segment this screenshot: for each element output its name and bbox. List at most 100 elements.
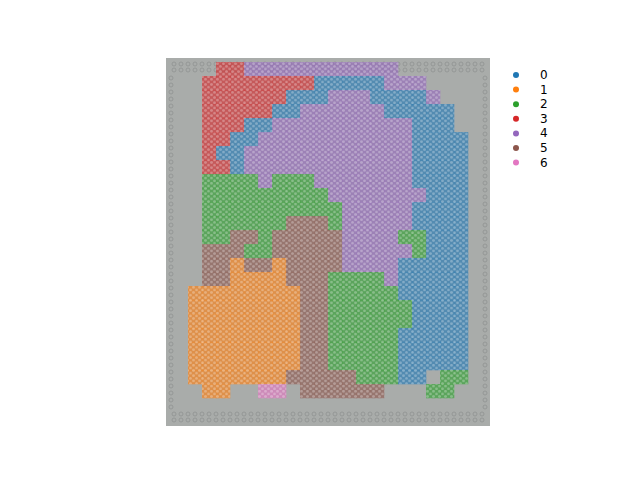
fiducial <box>452 412 456 416</box>
fiducial <box>193 62 197 66</box>
spot-texture <box>384 314 398 328</box>
legend-label: 2 <box>540 97 548 111</box>
cluster-cell <box>328 104 342 118</box>
spot-texture <box>286 272 300 286</box>
cluster-cell <box>202 244 216 258</box>
spot-texture <box>440 132 454 146</box>
spot-texture <box>258 76 272 90</box>
cluster-cell <box>244 370 258 384</box>
spot-texture <box>314 146 328 160</box>
spot-texture <box>412 160 426 174</box>
cluster-cell <box>356 188 370 202</box>
fiducial <box>179 418 183 422</box>
fiducial <box>169 307 173 311</box>
spot-texture <box>412 104 426 118</box>
spot-texture <box>356 202 370 216</box>
legend-label: 3 <box>540 112 548 126</box>
spot-texture <box>272 370 286 384</box>
cluster-cell <box>216 286 230 300</box>
cluster-cell <box>454 188 468 202</box>
fiducial <box>483 272 487 276</box>
cluster-cell <box>244 300 258 314</box>
fiducial <box>169 300 173 304</box>
cluster-cell <box>398 370 412 384</box>
spot-texture <box>328 188 342 202</box>
cluster-cell <box>440 118 454 132</box>
spot-texture <box>300 76 314 90</box>
spot-texture <box>202 216 216 230</box>
cluster-cell <box>384 370 398 384</box>
spot-texture <box>314 132 328 146</box>
cluster-cell <box>412 118 426 132</box>
cluster-cell <box>328 118 342 132</box>
spot-texture <box>286 328 300 342</box>
fiducial <box>207 418 211 422</box>
cluster-cell <box>370 188 384 202</box>
fiducial <box>186 418 190 422</box>
cluster-cell <box>286 314 300 328</box>
fiducial <box>207 412 211 416</box>
spot-texture <box>342 300 356 314</box>
cluster-cell <box>286 370 300 384</box>
spot-texture <box>202 272 216 286</box>
spot-texture <box>300 384 314 398</box>
cluster-cell <box>272 160 286 174</box>
fiducial <box>249 412 253 416</box>
spot-texture <box>230 188 244 202</box>
legend-label: 5 <box>540 141 548 155</box>
spot-texture <box>440 118 454 132</box>
fiducial <box>169 230 173 234</box>
spot-texture <box>272 342 286 356</box>
cluster-cell <box>440 146 454 160</box>
fiducial <box>483 405 487 409</box>
spot-texture <box>454 314 468 328</box>
spot-texture <box>370 118 384 132</box>
spot-texture <box>272 90 286 104</box>
cluster-cell <box>314 244 328 258</box>
cluster-cell <box>300 132 314 146</box>
fiducial <box>347 412 351 416</box>
spot-texture <box>244 342 258 356</box>
cluster-cell <box>454 132 468 146</box>
fiducial <box>319 412 323 416</box>
cluster-cell <box>426 258 440 272</box>
cluster-cell <box>384 202 398 216</box>
spot-texture <box>286 314 300 328</box>
cluster-cell <box>286 272 300 286</box>
spot-texture <box>370 146 384 160</box>
cluster-cell <box>314 328 328 342</box>
cluster-cell <box>398 216 412 230</box>
fiducial <box>410 418 414 422</box>
fiducial <box>169 181 173 185</box>
spot-texture <box>244 272 258 286</box>
fiducial <box>169 174 173 178</box>
cluster-cell <box>370 300 384 314</box>
cluster-cell <box>244 90 258 104</box>
fiducial <box>169 370 173 374</box>
fiducial <box>169 391 173 395</box>
spot-texture <box>286 342 300 356</box>
cluster-cell <box>412 272 426 286</box>
spot-texture <box>272 384 286 398</box>
spot-texture <box>258 230 272 244</box>
spot-texture <box>342 188 356 202</box>
cluster-cell <box>300 370 314 384</box>
cluster-cell <box>426 342 440 356</box>
cluster-cell <box>188 342 202 356</box>
fiducial <box>483 118 487 122</box>
spot-texture <box>370 286 384 300</box>
spot-texture <box>328 118 342 132</box>
spot-texture <box>300 202 314 216</box>
spot-texture <box>440 146 454 160</box>
cluster-cell <box>356 118 370 132</box>
spot-texture <box>412 230 426 244</box>
spot-texture <box>370 90 384 104</box>
spot-texture <box>454 230 468 244</box>
cluster-cell <box>314 300 328 314</box>
fiducial <box>431 418 435 422</box>
fiducial <box>169 83 173 87</box>
spot-texture <box>258 272 272 286</box>
cluster-cell <box>300 76 314 90</box>
cluster-cell <box>300 146 314 160</box>
cluster-cell <box>244 188 258 202</box>
